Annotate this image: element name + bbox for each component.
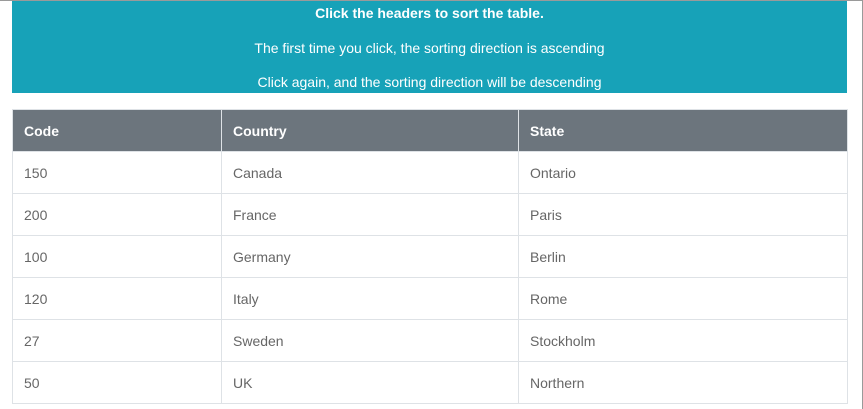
cell-code: 27 <box>12 319 222 362</box>
cell-country: UK <box>221 361 519 404</box>
cell-state: Rome <box>518 277 848 320</box>
cell-country: Germany <box>221 235 519 278</box>
cell-code: 120 <box>12 277 222 320</box>
header-code[interactable]: Code <box>12 109 222 152</box>
cell-state: Stockholm <box>518 319 848 362</box>
banner-descending-note: Click again, and the sorting direction w… <box>257 74 602 90</box>
banner-ascending-note: The first time you click, the sorting di… <box>254 40 605 56</box>
cell-country: France <box>221 193 519 236</box>
header-country[interactable]: Country <box>221 109 519 152</box>
cell-code: 150 <box>12 151 222 194</box>
cell-state: Paris <box>518 193 848 236</box>
cell-state: Ontario <box>518 151 848 194</box>
cell-country: Italy <box>221 277 519 320</box>
cell-state: Berlin <box>518 235 848 278</box>
table-row: 27 Sweden Stockholm <box>12 319 848 362</box>
cell-state: Northern <box>518 361 848 404</box>
banner-title: Click the headers to sort the table. <box>315 5 544 21</box>
instructions-banner: Click the headers to sort the table. The… <box>12 1 847 93</box>
table-row: 150 Canada Ontario <box>12 151 848 194</box>
cell-code: 200 <box>12 193 222 236</box>
table-header-row: Code Country State <box>12 109 848 152</box>
table-row: 200 France Paris <box>12 193 848 236</box>
header-state[interactable]: State <box>518 109 848 152</box>
cell-code: 100 <box>12 235 222 278</box>
table-row: 50 UK Northern <box>12 361 848 404</box>
cell-country: Canada <box>221 151 519 194</box>
cell-code: 50 <box>12 361 222 404</box>
cell-country: Sweden <box>221 319 519 362</box>
table-row: 120 Italy Rome <box>12 277 848 320</box>
table-row: 100 Germany Berlin <box>12 235 848 278</box>
sortable-table: Code Country State 150 Canada Ontario 20… <box>12 109 848 404</box>
